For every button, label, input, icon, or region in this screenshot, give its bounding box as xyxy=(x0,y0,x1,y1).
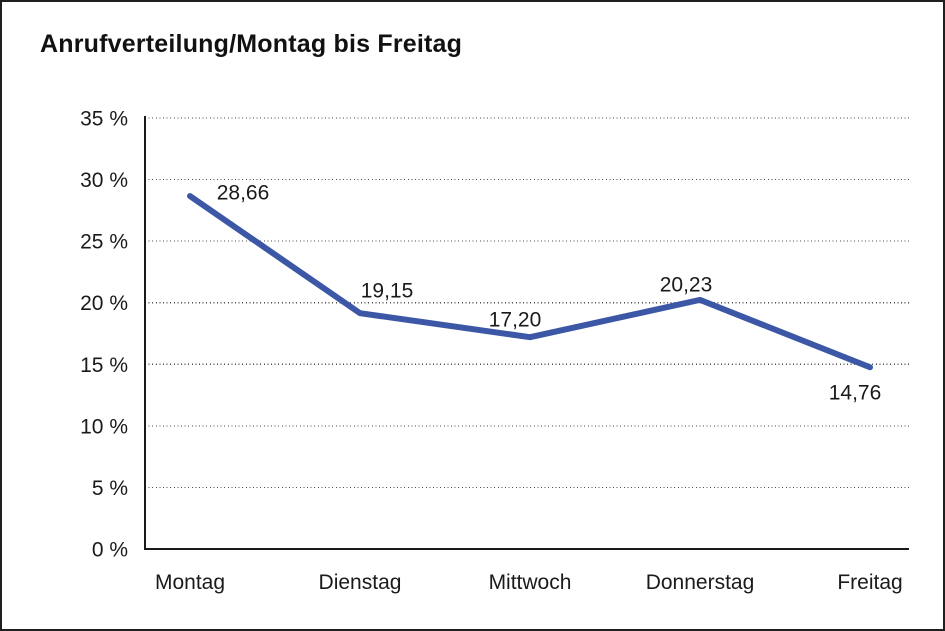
x-axis-label: Montag xyxy=(155,571,225,594)
y-tick-label: 5 % xyxy=(92,477,128,500)
data-point-label: 17,20 xyxy=(489,309,542,332)
x-axis-label: Mittwoch xyxy=(489,571,572,594)
y-tick-label: 15 % xyxy=(80,354,128,377)
data-point-label: 14,76 xyxy=(829,382,882,405)
x-axis-label: Donnerstag xyxy=(646,571,755,594)
x-axis-label: Freitag xyxy=(837,571,902,594)
axis-lines xyxy=(144,116,909,550)
y-tick-label: 20 % xyxy=(80,292,128,315)
data-point-label: 20,23 xyxy=(660,273,713,296)
data-series-line xyxy=(187,193,873,371)
y-tick-label: 35 % xyxy=(80,108,128,131)
data-point-label: 28,66 xyxy=(217,182,270,205)
x-axis-label: Dienstag xyxy=(319,571,402,594)
y-tick-label: 10 % xyxy=(80,415,128,438)
chart-title: Anrufverteilung/Montag bis Freitag xyxy=(40,30,463,58)
data-point-label: 19,15 xyxy=(361,280,414,303)
y-tick-label: 0 % xyxy=(92,539,128,562)
y-tick-label: 25 % xyxy=(80,231,128,254)
y-tick-label: 30 % xyxy=(80,169,128,192)
